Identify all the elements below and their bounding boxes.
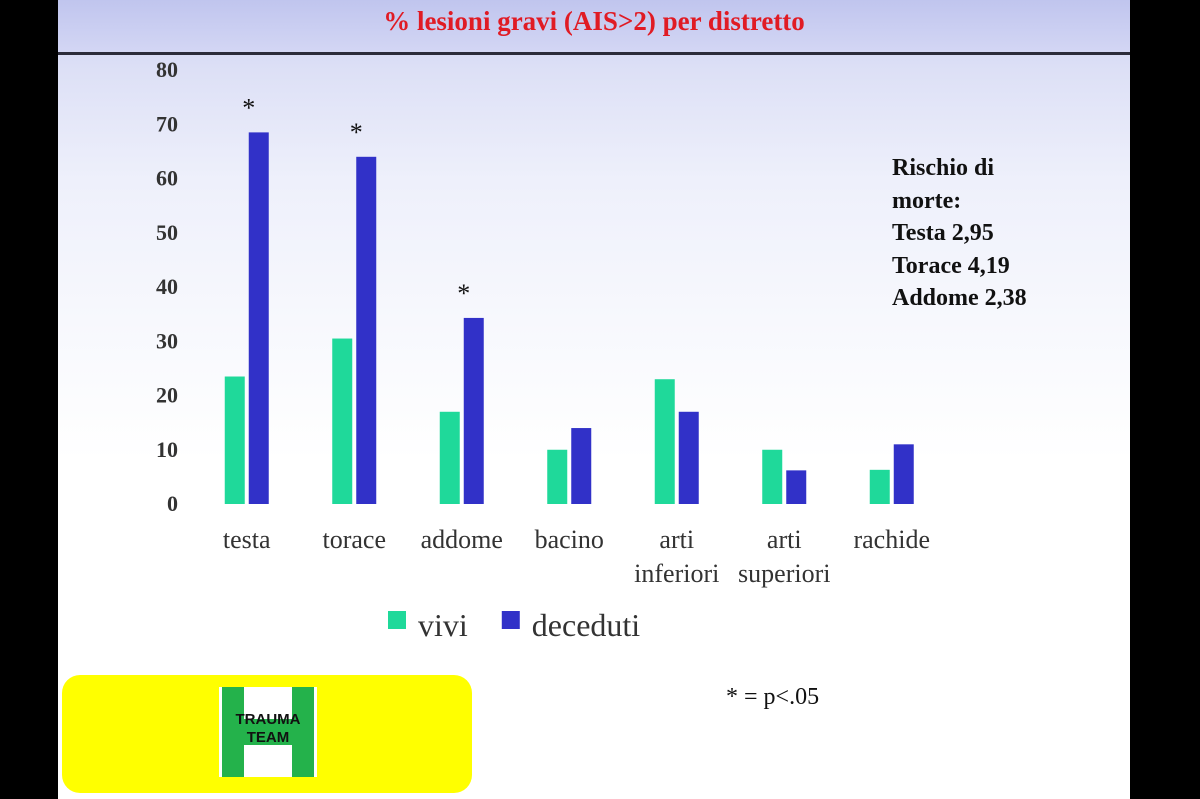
y-tick-label: 50 xyxy=(156,220,178,245)
y-tick-label: 0 xyxy=(167,491,178,516)
risk-line: Torace 4,19 xyxy=(892,252,1010,279)
bar-vivi xyxy=(654,379,675,504)
bar-vivi xyxy=(869,469,890,504)
y-tick-label: 10 xyxy=(156,437,178,462)
x-tick-label: arti xyxy=(767,525,802,554)
x-tick-label: bacino xyxy=(535,525,604,554)
logo-text: TRAUMA TEAM xyxy=(219,711,317,747)
logo-text-line1: TRAUMA xyxy=(235,711,301,728)
legend-label-vivi: vivi xyxy=(418,607,468,643)
y-tick-label: 70 xyxy=(156,111,178,136)
significance-star: * xyxy=(242,93,255,122)
y-tick-label: 20 xyxy=(156,383,178,408)
bar-deceduti xyxy=(356,156,377,505)
logo-h-bar xyxy=(222,719,314,745)
significance-star: * xyxy=(457,279,470,308)
y-tick-label: 40 xyxy=(156,274,178,299)
x-tick-label: rachide xyxy=(853,525,930,554)
x-tick-label: addome xyxy=(421,525,503,554)
bar-deceduti xyxy=(893,444,914,504)
legend-swatch-vivi xyxy=(388,611,406,629)
trauma-team-logo: TRAUMA TEAM xyxy=(219,687,317,777)
risk-line: Testa 2,95 xyxy=(892,220,994,246)
x-tick-label: arti xyxy=(659,525,694,554)
legend-label-deceduti: deceduti xyxy=(532,607,641,643)
x-tick-label: testa xyxy=(223,525,271,554)
bar-chart: 0 10 20 30 40 50 60 70 80 * testa * torace * addome bac… xyxy=(156,57,930,643)
significance-star: * xyxy=(350,118,363,147)
title-bar: % lesioni gravi (AIS>2) per distretto xyxy=(58,0,1130,55)
bar-vivi xyxy=(762,449,783,504)
x-tick-label: superiori xyxy=(738,559,830,588)
bar-vivi xyxy=(547,449,568,504)
bar-vivi xyxy=(224,376,245,504)
risk-line: Addome 2,38 xyxy=(892,285,1027,311)
risk-of-death-box: Rischio di morte: Testa 2,95 Torace 4,19… xyxy=(892,152,1112,315)
logo-panel: TRAUMA TEAM xyxy=(62,675,472,793)
y-tick-label: 80 xyxy=(156,57,178,82)
bar-vivi xyxy=(332,338,353,504)
y-tick-label: 60 xyxy=(156,166,178,191)
bar-deceduti xyxy=(463,317,484,504)
significance-note: * = p<.05 xyxy=(726,684,820,710)
legend-swatch-deceduti xyxy=(501,611,520,629)
bar-vivi xyxy=(439,411,460,504)
bar-deceduti xyxy=(786,470,807,504)
bar-deceduti xyxy=(571,428,592,504)
y-tick-label: 30 xyxy=(156,328,178,353)
x-tick-label: inferiori xyxy=(634,559,719,588)
slide: % lesioni gravi (AIS>2) per distretto 0 1… xyxy=(58,0,1130,799)
risk-line: morte: xyxy=(892,187,962,214)
bar-deceduti xyxy=(678,411,699,504)
logo-text-line2: TEAM xyxy=(246,729,290,746)
bar-deceduti xyxy=(248,132,269,504)
slide-title: % lesioni gravi (AIS>2) per distretto xyxy=(383,6,805,36)
x-tick-label: torace xyxy=(322,525,386,554)
risk-line: Rischio di xyxy=(892,155,995,181)
